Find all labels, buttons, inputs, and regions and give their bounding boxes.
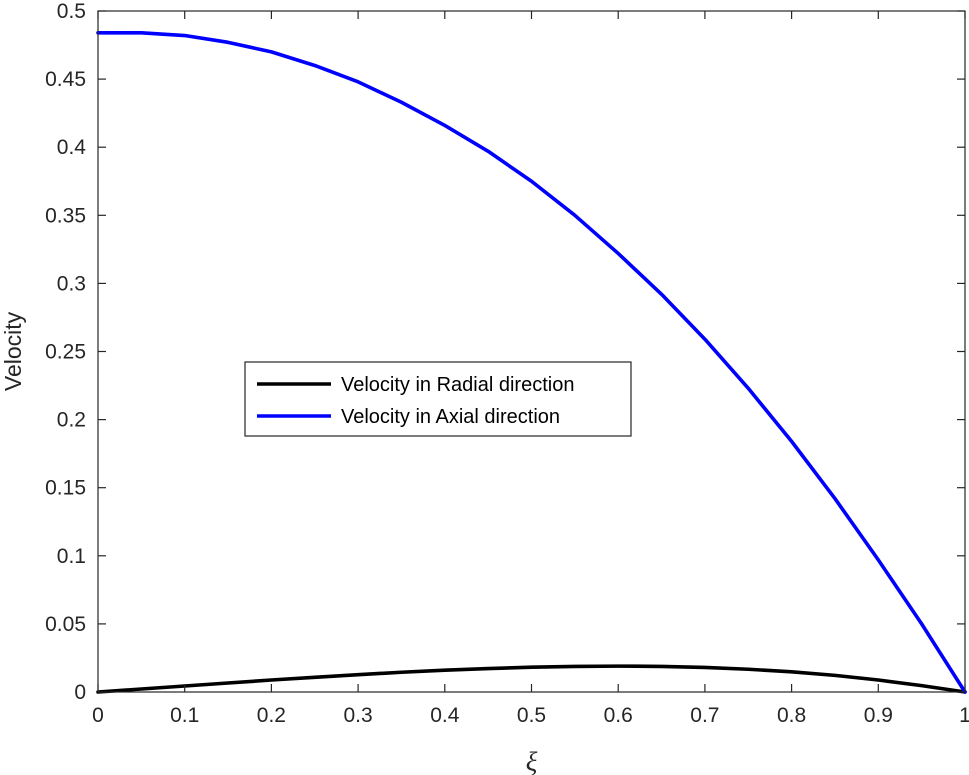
plot-area (98, 11, 965, 692)
y-tick-label: 0.2 (57, 409, 86, 432)
y-tick-label: 0.35 (45, 204, 86, 227)
y-tick-label: 0.25 (45, 341, 86, 364)
x-tick-label: 0.1 (170, 704, 199, 727)
x-tick-label: 0.7 (690, 704, 719, 727)
series-line-axial (96, 30, 967, 694)
series-line-radial (96, 664, 967, 694)
legend-entry-label: Velocity in Radial direction (341, 374, 574, 396)
y-tick-label: 0.05 (45, 613, 86, 636)
legend: Velocity in Radial direction Velocity in … (244, 361, 632, 437)
x-tick-label: 0.5 (517, 704, 546, 727)
x-tick-label: 0.8 (777, 704, 806, 727)
y-tick-label: 0.3 (57, 272, 86, 295)
x-tick-label: 0.9 (864, 704, 893, 727)
y-tick-label: 0.4 (57, 136, 87, 159)
x-axis-title: ξ (526, 747, 538, 775)
x-tick-label: 0.3 (343, 704, 372, 727)
y-tick-label: 0.5 (57, 0, 86, 23)
y-tick-label: 0 (74, 681, 86, 704)
ticks-layer: 0 0.1 0.2 0.3 0.4 0.5 0.6 0.7 0.8 0.9 1 0 0.05 0.1 0.1… (45, 0, 969, 727)
x-tick-label: 0.4 (430, 704, 460, 727)
series-layer (96, 30, 967, 694)
plot-background (98, 11, 965, 692)
x-tick-label: 0.6 (604, 704, 633, 727)
x-tick-label: 0 (92, 704, 104, 727)
legend-box (244, 361, 632, 437)
legend-entry-label: Velocity in Axial direction (341, 406, 560, 428)
y-tick-label: 0.15 (45, 477, 86, 500)
x-tick-label: 1 (959, 704, 969, 727)
x-tick-label: 0.2 (257, 704, 286, 727)
y-axis-title: Velocity (0, 311, 26, 391)
y-tick-label: 0.45 (45, 68, 86, 91)
y-tick-label: 0.1 (57, 545, 86, 568)
